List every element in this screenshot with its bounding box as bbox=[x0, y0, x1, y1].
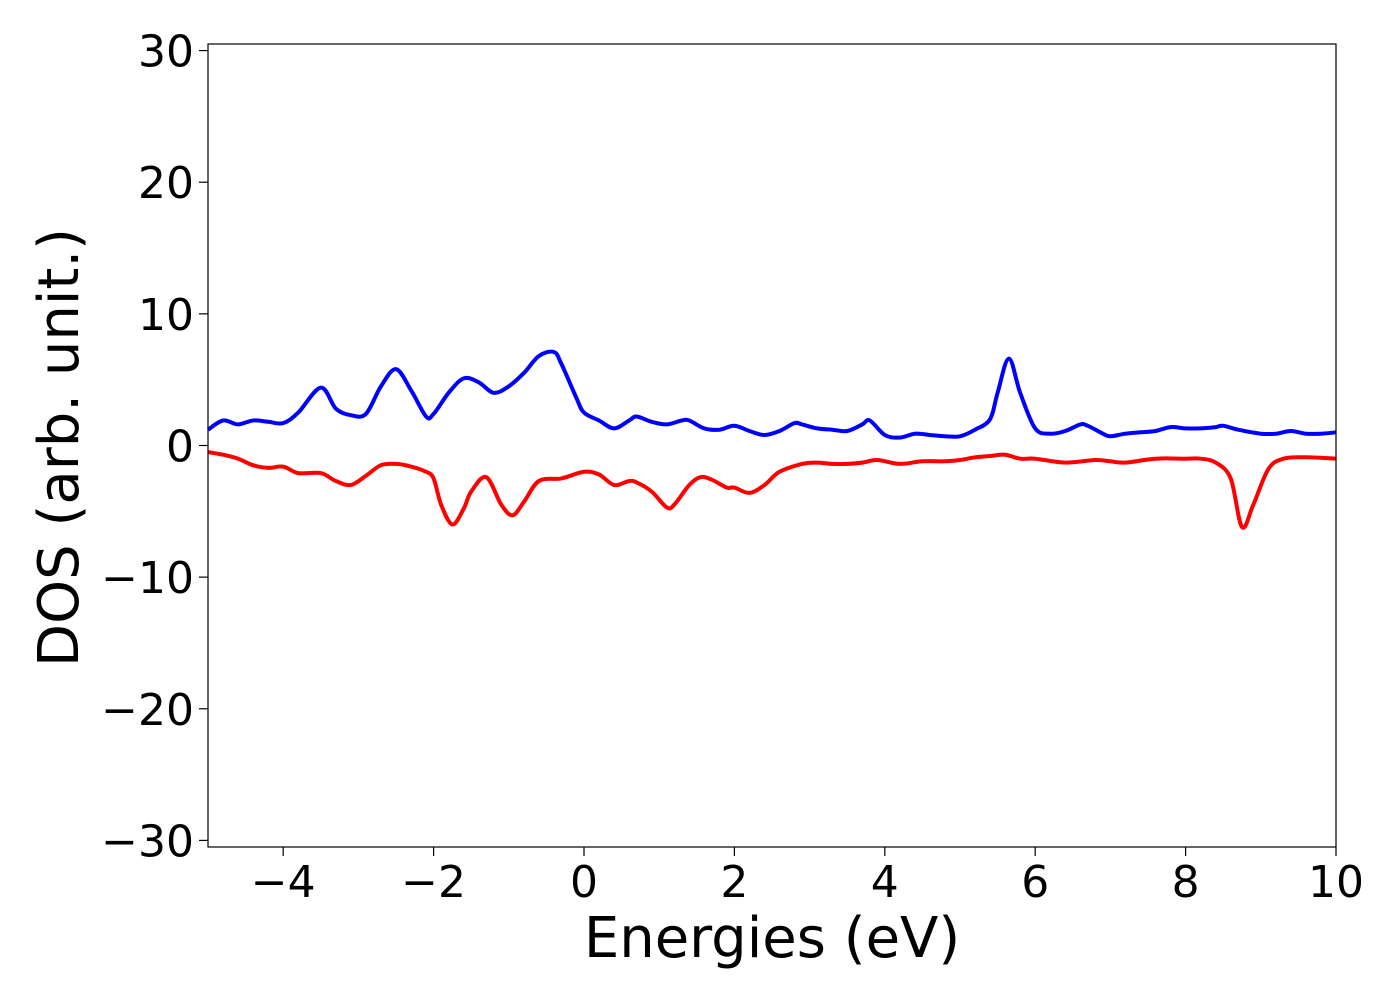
x-tick-label: 10 bbox=[1308, 857, 1364, 908]
x-tick-label: 2 bbox=[720, 857, 748, 908]
dos-line-negative bbox=[207, 450, 1337, 530]
plot-frame bbox=[207, 43, 1337, 848]
y-tick-label: 30 bbox=[138, 27, 194, 78]
y-tick-label: −10 bbox=[101, 553, 194, 604]
dos-line-positive bbox=[206, 349, 1337, 440]
y-tick-label: 20 bbox=[138, 158, 194, 209]
x-axis-label: Energies (eV) bbox=[584, 906, 960, 971]
plot-lines bbox=[206, 349, 1337, 530]
x-axis-ticks: −4 −2 0 2 4 6 8 10 bbox=[251, 847, 1364, 908]
x-tick-label: 8 bbox=[1172, 857, 1200, 908]
x-tick-label: 6 bbox=[1021, 857, 1049, 908]
x-tick-label: −2 bbox=[401, 857, 466, 908]
x-tick-label: −4 bbox=[251, 857, 316, 908]
x-tick-label: 0 bbox=[570, 857, 598, 908]
y-tick-label: −30 bbox=[101, 816, 194, 867]
y-axis-ticks: 30 20 10 0 −10 −20 −30 bbox=[101, 27, 208, 867]
y-tick-label: −20 bbox=[101, 685, 194, 736]
x-tick-label: 4 bbox=[871, 857, 899, 908]
y-tick-label: 10 bbox=[138, 290, 194, 341]
y-tick-label: 0 bbox=[166, 422, 194, 473]
y-axis-label: DOS (arb. unit.) bbox=[27, 228, 92, 667]
